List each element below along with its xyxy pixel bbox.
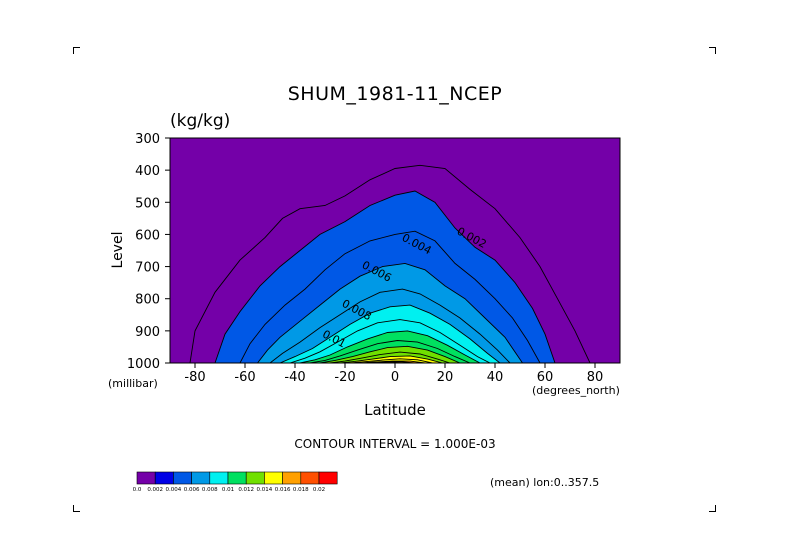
colorbar-swatch (245, 471, 265, 485)
colorbar-label: 0.018 (293, 487, 309, 493)
y-axis-label: Level (110, 232, 126, 269)
y-tick-label: 500 (135, 196, 160, 211)
colorbar-swatch (282, 471, 302, 485)
colorbar-swatch (209, 471, 229, 485)
x-tick-label: 20 (437, 370, 454, 385)
colorbar-label: 0.002 (147, 487, 163, 493)
contour-line-0.011 (329, 351, 451, 363)
colorbar-swatch (191, 471, 211, 485)
x-tick-label: 60 (537, 370, 554, 385)
units-label: (kg/kg) (170, 111, 230, 131)
x-axis-label: Latitude (364, 401, 426, 419)
x-tick-label: 40 (487, 370, 504, 385)
y-tick-label: 1000 (127, 357, 160, 372)
contour-line-0.006 (279, 304, 501, 363)
y-tick-label: 800 (135, 293, 160, 308)
colorbar-label: 0.02 (313, 487, 325, 493)
contour-line-0.009 (309, 340, 471, 363)
y-axis: 300 400 500 600 700 800 900 1000 (127, 132, 170, 372)
contour-line-0.003 (239, 230, 541, 363)
y-tick-label: 700 (135, 261, 160, 276)
x-tick-label: -20 (334, 370, 355, 385)
colorbar-label: 0.012 (238, 487, 254, 493)
contour-line-0.007 (289, 319, 491, 363)
y-tick-label: 900 (135, 325, 160, 340)
colorbar-label: 0.0 (133, 487, 142, 493)
y-tick-label: 600 (135, 228, 160, 243)
crop-mark-bottom-left (73, 505, 80, 512)
contour-interval-text: CONTOUR INTERVAL = 1.000E-03 (294, 437, 495, 451)
colorbar-label: 0.016 (275, 487, 291, 493)
contour-line-0.008 (299, 330, 481, 363)
contour-line-0.005 (269, 288, 511, 363)
x-tick-label: -40 (284, 370, 305, 385)
mean-longitude-text: (mean) lon:0..357.5 (490, 476, 599, 489)
x-tick-label: -80 (184, 370, 205, 385)
colorbar-swatch (227, 471, 247, 485)
colorbar-label: 0.008 (202, 487, 218, 493)
crop-mark-bottom-right (709, 505, 716, 512)
y-tick-label: 400 (135, 164, 160, 179)
colorbar-swatch (264, 471, 283, 485)
x-axis: -80 -60 -40 -20 0 20 40 60 80 (184, 363, 603, 385)
y-unit-label: (millibar) (108, 377, 158, 390)
x-tick-label: 80 (587, 370, 604, 385)
contour-line-0.002 (214, 190, 556, 363)
contour-line-0.013 (349, 358, 433, 363)
colorbar-swatch (154, 471, 174, 485)
x-unit-label: (degrees_north) (532, 384, 620, 397)
chart-title: SHUM_1981-11_NCEP (288, 83, 502, 105)
colorbar-swatch (318, 471, 338, 485)
crop-mark-top-left (73, 47, 80, 54)
crop-mark-top-right (709, 47, 716, 54)
colorbar: 0.0 0.002 0.004 0.006 0.008 0.01 0.012 0.014 0.0… (133, 471, 338, 493)
colorbar-label: 0.006 (184, 487, 200, 493)
colorbar-swatch (173, 471, 192, 485)
contour-line-0.014 (359, 360, 426, 363)
contour-line-0.010 (319, 345, 461, 363)
contour-line-0.004 (257, 262, 523, 363)
colorbar-label: 0.004 (166, 487, 182, 493)
colorbar-label: 0.014 (257, 487, 273, 493)
colorbar-label: 0.01 (222, 487, 234, 493)
contour-line-0.012 (339, 355, 443, 363)
colorbar-swatch (136, 471, 156, 485)
x-tick-label: 0 (391, 370, 399, 385)
y-tick-label: 300 (135, 132, 160, 147)
x-tick-label: -60 (234, 370, 255, 385)
colorbar-swatch (300, 471, 320, 485)
contour-line-0.001 (189, 164, 591, 363)
